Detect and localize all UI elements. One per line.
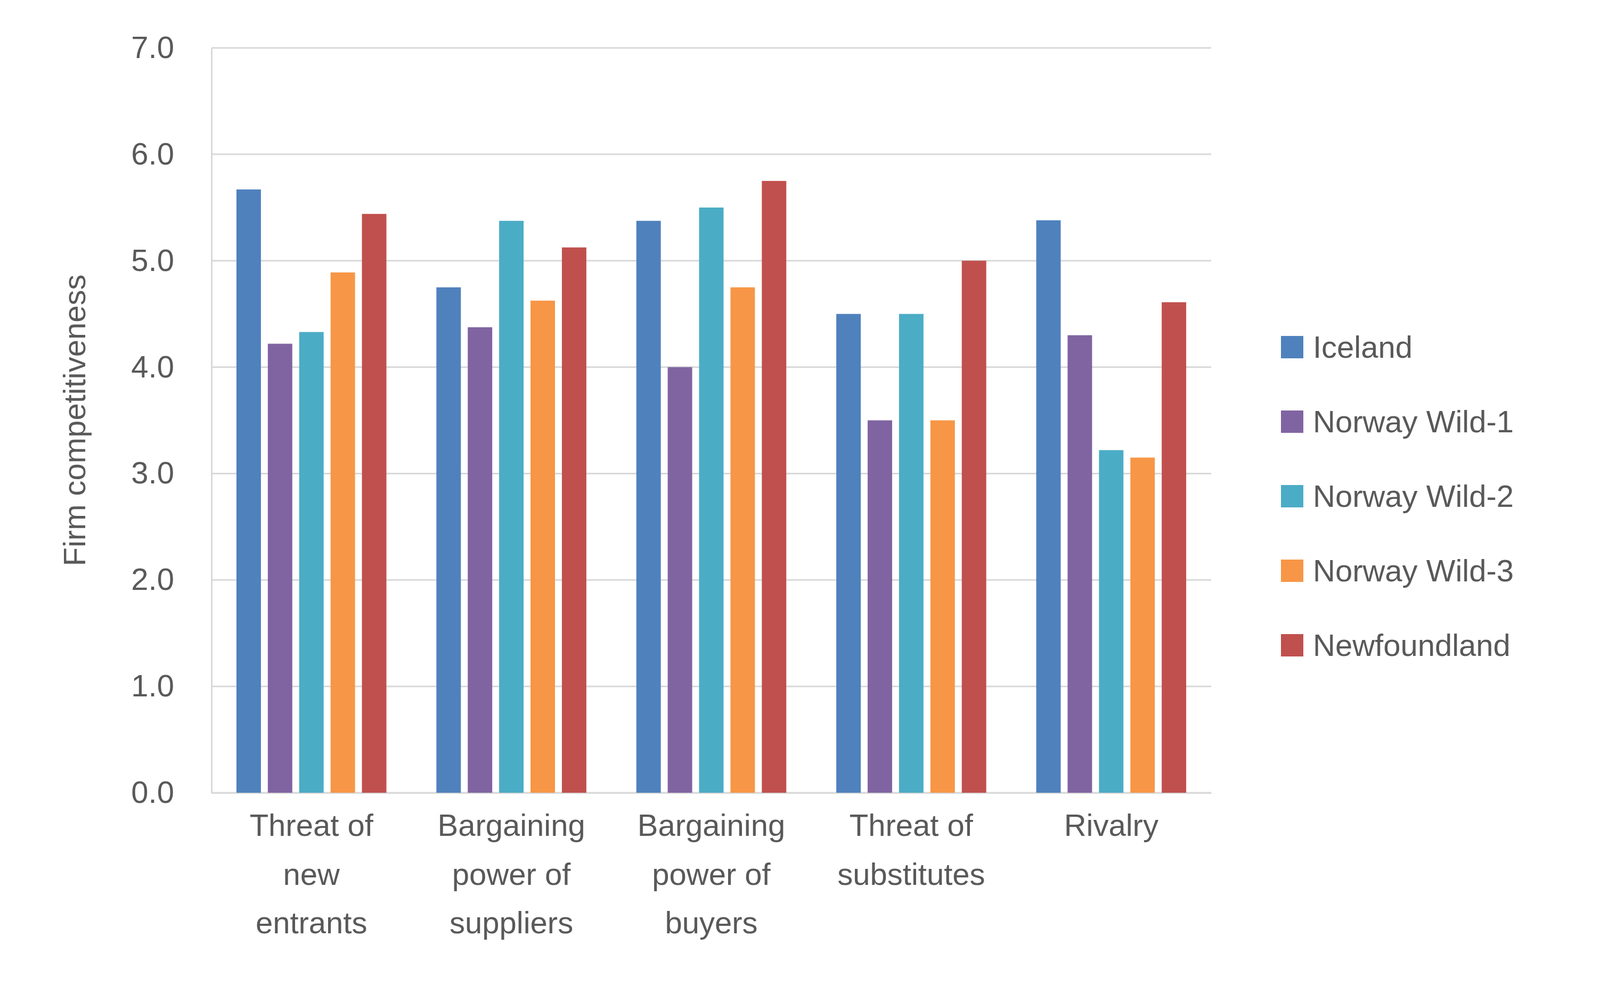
legend-item: Iceland xyxy=(1280,329,1413,365)
bar xyxy=(961,260,987,794)
legend-swatch xyxy=(1280,485,1304,508)
bar xyxy=(267,344,293,794)
bar xyxy=(436,287,461,794)
bar-series xyxy=(330,272,1156,794)
y-tick-label: 6.0 xyxy=(131,136,175,171)
x-tick: Bargainingpower ofsuppliers xyxy=(437,793,585,941)
y-tick: 7.0 xyxy=(131,29,212,65)
legend-item: Norway Wild-3 xyxy=(1280,553,1514,589)
bar xyxy=(561,247,587,794)
x-tick-label: Threat ofsubstitutes xyxy=(837,807,985,892)
y-tick-label: 0.0 xyxy=(131,774,175,810)
bar xyxy=(499,221,524,794)
bar xyxy=(867,420,893,794)
legend-label: Newfoundland xyxy=(1312,627,1511,663)
bar-series xyxy=(236,189,1061,794)
y-tick: 3.0 xyxy=(131,455,212,491)
y-axis-line xyxy=(210,48,213,794)
bar xyxy=(730,287,755,794)
bar-series xyxy=(299,207,1124,794)
bar xyxy=(1036,220,1061,794)
y-tick-label: 1.0 xyxy=(131,668,175,704)
y-axis: 0.0 1.0 2.0 3.0 4.0 5.0 6.0 7.0 xyxy=(131,29,212,810)
legend-label: Norway Wild-2 xyxy=(1312,478,1514,514)
legend-swatch xyxy=(1280,410,1304,434)
bar xyxy=(836,314,861,794)
y-tick-label: 4.0 xyxy=(131,349,175,385)
legend: Iceland Norway Wild-1 Norway Wild-2 Norway … xyxy=(1280,329,1514,663)
y-tick-label: 2.0 xyxy=(131,561,175,597)
bar xyxy=(699,207,724,794)
chart: 0.0 1.0 2.0 3.0 4.0 5.0 6.0 7.0 Threat ofnewentr… xyxy=(0,0,1600,994)
bar xyxy=(236,189,261,794)
grid-line xyxy=(211,47,1212,50)
x-tick: Threat ofsubstitutes xyxy=(837,793,985,892)
bar xyxy=(761,181,787,794)
x-tick-label: Bargainingpower ofbuyers xyxy=(637,807,786,941)
x-tick-label: Threat ofnewentrants xyxy=(249,807,374,941)
legend-item: Norway Wild-2 xyxy=(1280,478,1514,514)
bar xyxy=(1098,450,1124,794)
x-axis: Threat ofnewentrants Bargainingpower ofsu… xyxy=(211,793,1212,941)
legend-item: Newfoundland xyxy=(1280,627,1511,663)
grid xyxy=(211,47,1212,794)
legend-swatch xyxy=(1280,634,1304,657)
bar xyxy=(299,332,324,794)
y-tick: 1.0 xyxy=(131,668,212,704)
bar xyxy=(930,420,955,794)
bar xyxy=(467,327,493,794)
y-tick: 0.0 xyxy=(131,774,212,810)
x-tick: Threat ofnewentrants xyxy=(249,793,374,941)
legend-swatch xyxy=(1280,336,1304,359)
legend-label: Norway Wild-3 xyxy=(1312,553,1514,589)
grid-line xyxy=(211,153,1212,155)
bar xyxy=(1067,335,1092,794)
bar xyxy=(636,221,661,794)
y-tick-label: 3.0 xyxy=(131,455,175,491)
y-tick-label: 5.0 xyxy=(131,242,175,278)
bar xyxy=(330,272,356,794)
y-axis-title: Firm competitiveness xyxy=(56,274,92,567)
legend-swatch xyxy=(1280,559,1304,583)
y-tick: 5.0 xyxy=(131,242,212,278)
bar-series xyxy=(362,181,1187,794)
y-tick: 6.0 xyxy=(131,136,212,171)
y-tick: 4.0 xyxy=(131,349,212,385)
bars xyxy=(236,181,1187,794)
bar xyxy=(1161,302,1187,794)
legend-label: Iceland xyxy=(1312,329,1413,365)
legend-label: Norway Wild-1 xyxy=(1312,404,1514,439)
bar xyxy=(1130,457,1155,794)
bar xyxy=(667,367,693,794)
y-tick: 2.0 xyxy=(131,561,212,597)
bar xyxy=(899,314,924,794)
x-tick-label: Rivalry xyxy=(1064,807,1159,843)
y-tick-label: 7.0 xyxy=(131,29,175,65)
x-tick-label: Bargainingpower ofsuppliers xyxy=(437,807,585,941)
bar xyxy=(362,214,387,794)
x-tick: Rivalry xyxy=(1064,793,1159,843)
bar xyxy=(530,300,555,794)
legend-item: Norway Wild-1 xyxy=(1280,404,1514,439)
x-tick: Bargainingpower ofbuyers xyxy=(637,793,786,941)
